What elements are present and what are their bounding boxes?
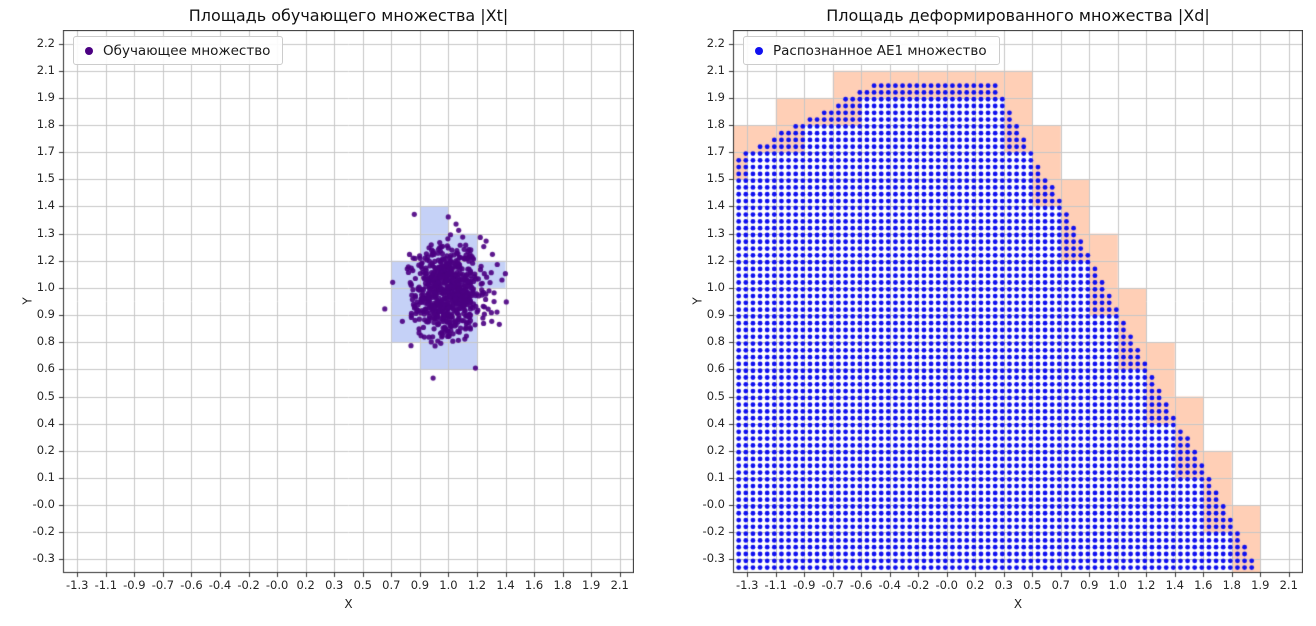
x-tick-label: 1.0 <box>439 578 458 592</box>
y-tick-label: 2.2 <box>706 35 725 50</box>
y-tick-label: 0.1 <box>706 469 725 484</box>
x-tick-label: 0.9 <box>410 578 430 592</box>
x-tick-label: -0.7 <box>151 578 175 592</box>
y-tick-label: -0.0 <box>702 497 725 512</box>
x-tick-label: 1.9 <box>1251 578 1270 592</box>
x-tick-label: -0.9 <box>123 578 146 592</box>
y-tick-label: 0.5 <box>36 388 55 403</box>
x-tick-label: -0.7 <box>821 578 844 592</box>
y-tick-label: -0.2 <box>702 524 725 539</box>
x-tick-label: 1.9 <box>582 578 601 592</box>
y-tick-label: 1.9 <box>706 89 725 104</box>
y-tick-label: 1.7 <box>36 144 55 159</box>
x-tick-label: -0.4 <box>208 578 232 592</box>
y-tick-label: 0.6 <box>36 361 55 376</box>
right-legend-label: Распознанное АЕ1 множество <box>773 42 987 59</box>
y-tick-label: -0.3 <box>702 551 725 566</box>
x-tick-label: -0.2 <box>237 578 260 592</box>
right-legend: Распознанное АЕ1 множество <box>743 36 1000 65</box>
y-tick-label: 1.4 <box>36 198 55 213</box>
x-tick-label: 0.7 <box>1051 578 1070 592</box>
left-plot-title: Площадь обучающего множества |Xt| <box>188 6 509 25</box>
x-tick-label: -1.1 <box>94 578 118 592</box>
y-tick-label: 0.4 <box>706 415 725 430</box>
x-tick-label: 1.2 <box>467 578 487 592</box>
y-tick-label: 1.8 <box>36 117 55 132</box>
y-tick-label: 0.6 <box>706 361 725 376</box>
left-legend-label: Обучающее множество <box>103 42 271 59</box>
y-tick-label: 1.4 <box>706 198 725 213</box>
y-tick-label: 0.1 <box>36 469 55 484</box>
y-tick-label: 0.8 <box>36 334 55 349</box>
y-tick-label: -0.3 <box>32 551 55 566</box>
scatter-marker-icon <box>755 46 763 55</box>
x-tick-label: 0.2 <box>296 578 315 592</box>
x-tick-label: -0.6 <box>850 578 873 592</box>
y-tick-label: 1.5 <box>706 171 725 186</box>
y-tick-label: 1.3 <box>36 225 55 240</box>
x-tick-label: -1.3 <box>736 578 759 592</box>
y-tick-label: 1.0 <box>706 279 725 294</box>
y-tick-label: -0.2 <box>32 524 55 539</box>
x-tick-label: 2.1 <box>1279 578 1298 592</box>
y-tick-label: 1.9 <box>36 89 55 104</box>
left-plot-canvas <box>57 30 634 579</box>
y-tick-label: -0.0 <box>32 497 55 512</box>
right-plot-canvas <box>727 30 1303 579</box>
y-tick-label: 0.9 <box>36 307 55 322</box>
x-tick-label: 0.2 <box>966 578 985 592</box>
x-tick-label: 1.6 <box>1194 578 1213 592</box>
right-y-axis-label: Y <box>690 297 705 305</box>
y-tick-label: 0.2 <box>706 442 725 457</box>
x-tick-label: -1.1 <box>764 578 787 592</box>
y-tick-label: 1.0 <box>36 279 55 294</box>
x-tick-label: -0.2 <box>907 578 930 592</box>
left-legend: Обучающее множество <box>73 36 284 65</box>
x-tick-label: -0.0 <box>265 578 289 592</box>
x-tick-label: 1.4 <box>1165 578 1184 592</box>
y-tick-label: 1.2 <box>706 252 725 267</box>
x-tick-label: 0.7 <box>382 578 401 592</box>
y-tick-label: 0.5 <box>706 388 725 403</box>
x-tick-label: 0.5 <box>353 578 372 592</box>
y-tick-label: 1.2 <box>36 252 55 267</box>
right-plot-title: Площадь деформированного множества |Xd| <box>826 6 1210 25</box>
x-tick-label: 1.8 <box>1222 578 1241 592</box>
x-tick-label: 1.6 <box>524 578 544 592</box>
x-tick-label: 0.3 <box>994 578 1013 592</box>
y-tick-label: 1.7 <box>706 144 725 159</box>
y-tick-label: 0.8 <box>706 334 725 349</box>
x-tick-label: -0.9 <box>793 578 816 592</box>
y-tick-label: 2.1 <box>706 62 725 77</box>
x-tick-label: 0.9 <box>1080 578 1099 592</box>
x-tick-label: -0.6 <box>180 578 203 592</box>
x-tick-label: -1.3 <box>66 578 89 592</box>
y-tick-label: 0.2 <box>36 442 55 457</box>
x-tick-label: 0.3 <box>325 578 344 592</box>
y-tick-label: 1.3 <box>706 225 725 240</box>
x-tick-label: 0.5 <box>1023 578 1042 592</box>
y-tick-label: 2.2 <box>36 35 55 50</box>
y-tick-label: 1.8 <box>706 117 725 132</box>
y-tick-label: 1.5 <box>36 171 55 186</box>
x-tick-label: -0.4 <box>878 578 901 592</box>
x-tick-label: 1.0 <box>1108 578 1127 592</box>
x-tick-label: 1.8 <box>553 578 572 592</box>
x-tick-label: 1.4 <box>496 578 515 592</box>
x-tick-label: 2.1 <box>610 578 629 592</box>
y-tick-label: 2.1 <box>36 62 55 77</box>
left-x-axis-label: X <box>344 597 353 611</box>
x-tick-label: -0.0 <box>935 578 958 592</box>
y-tick-label: 0.4 <box>36 415 55 430</box>
x-tick-label: 1.2 <box>1137 578 1156 592</box>
right-x-axis-label: X <box>1013 597 1023 611</box>
left-y-axis-label: Y <box>20 297 35 305</box>
y-tick-label: 0.9 <box>706 307 725 322</box>
scatter-marker-icon <box>85 46 93 55</box>
